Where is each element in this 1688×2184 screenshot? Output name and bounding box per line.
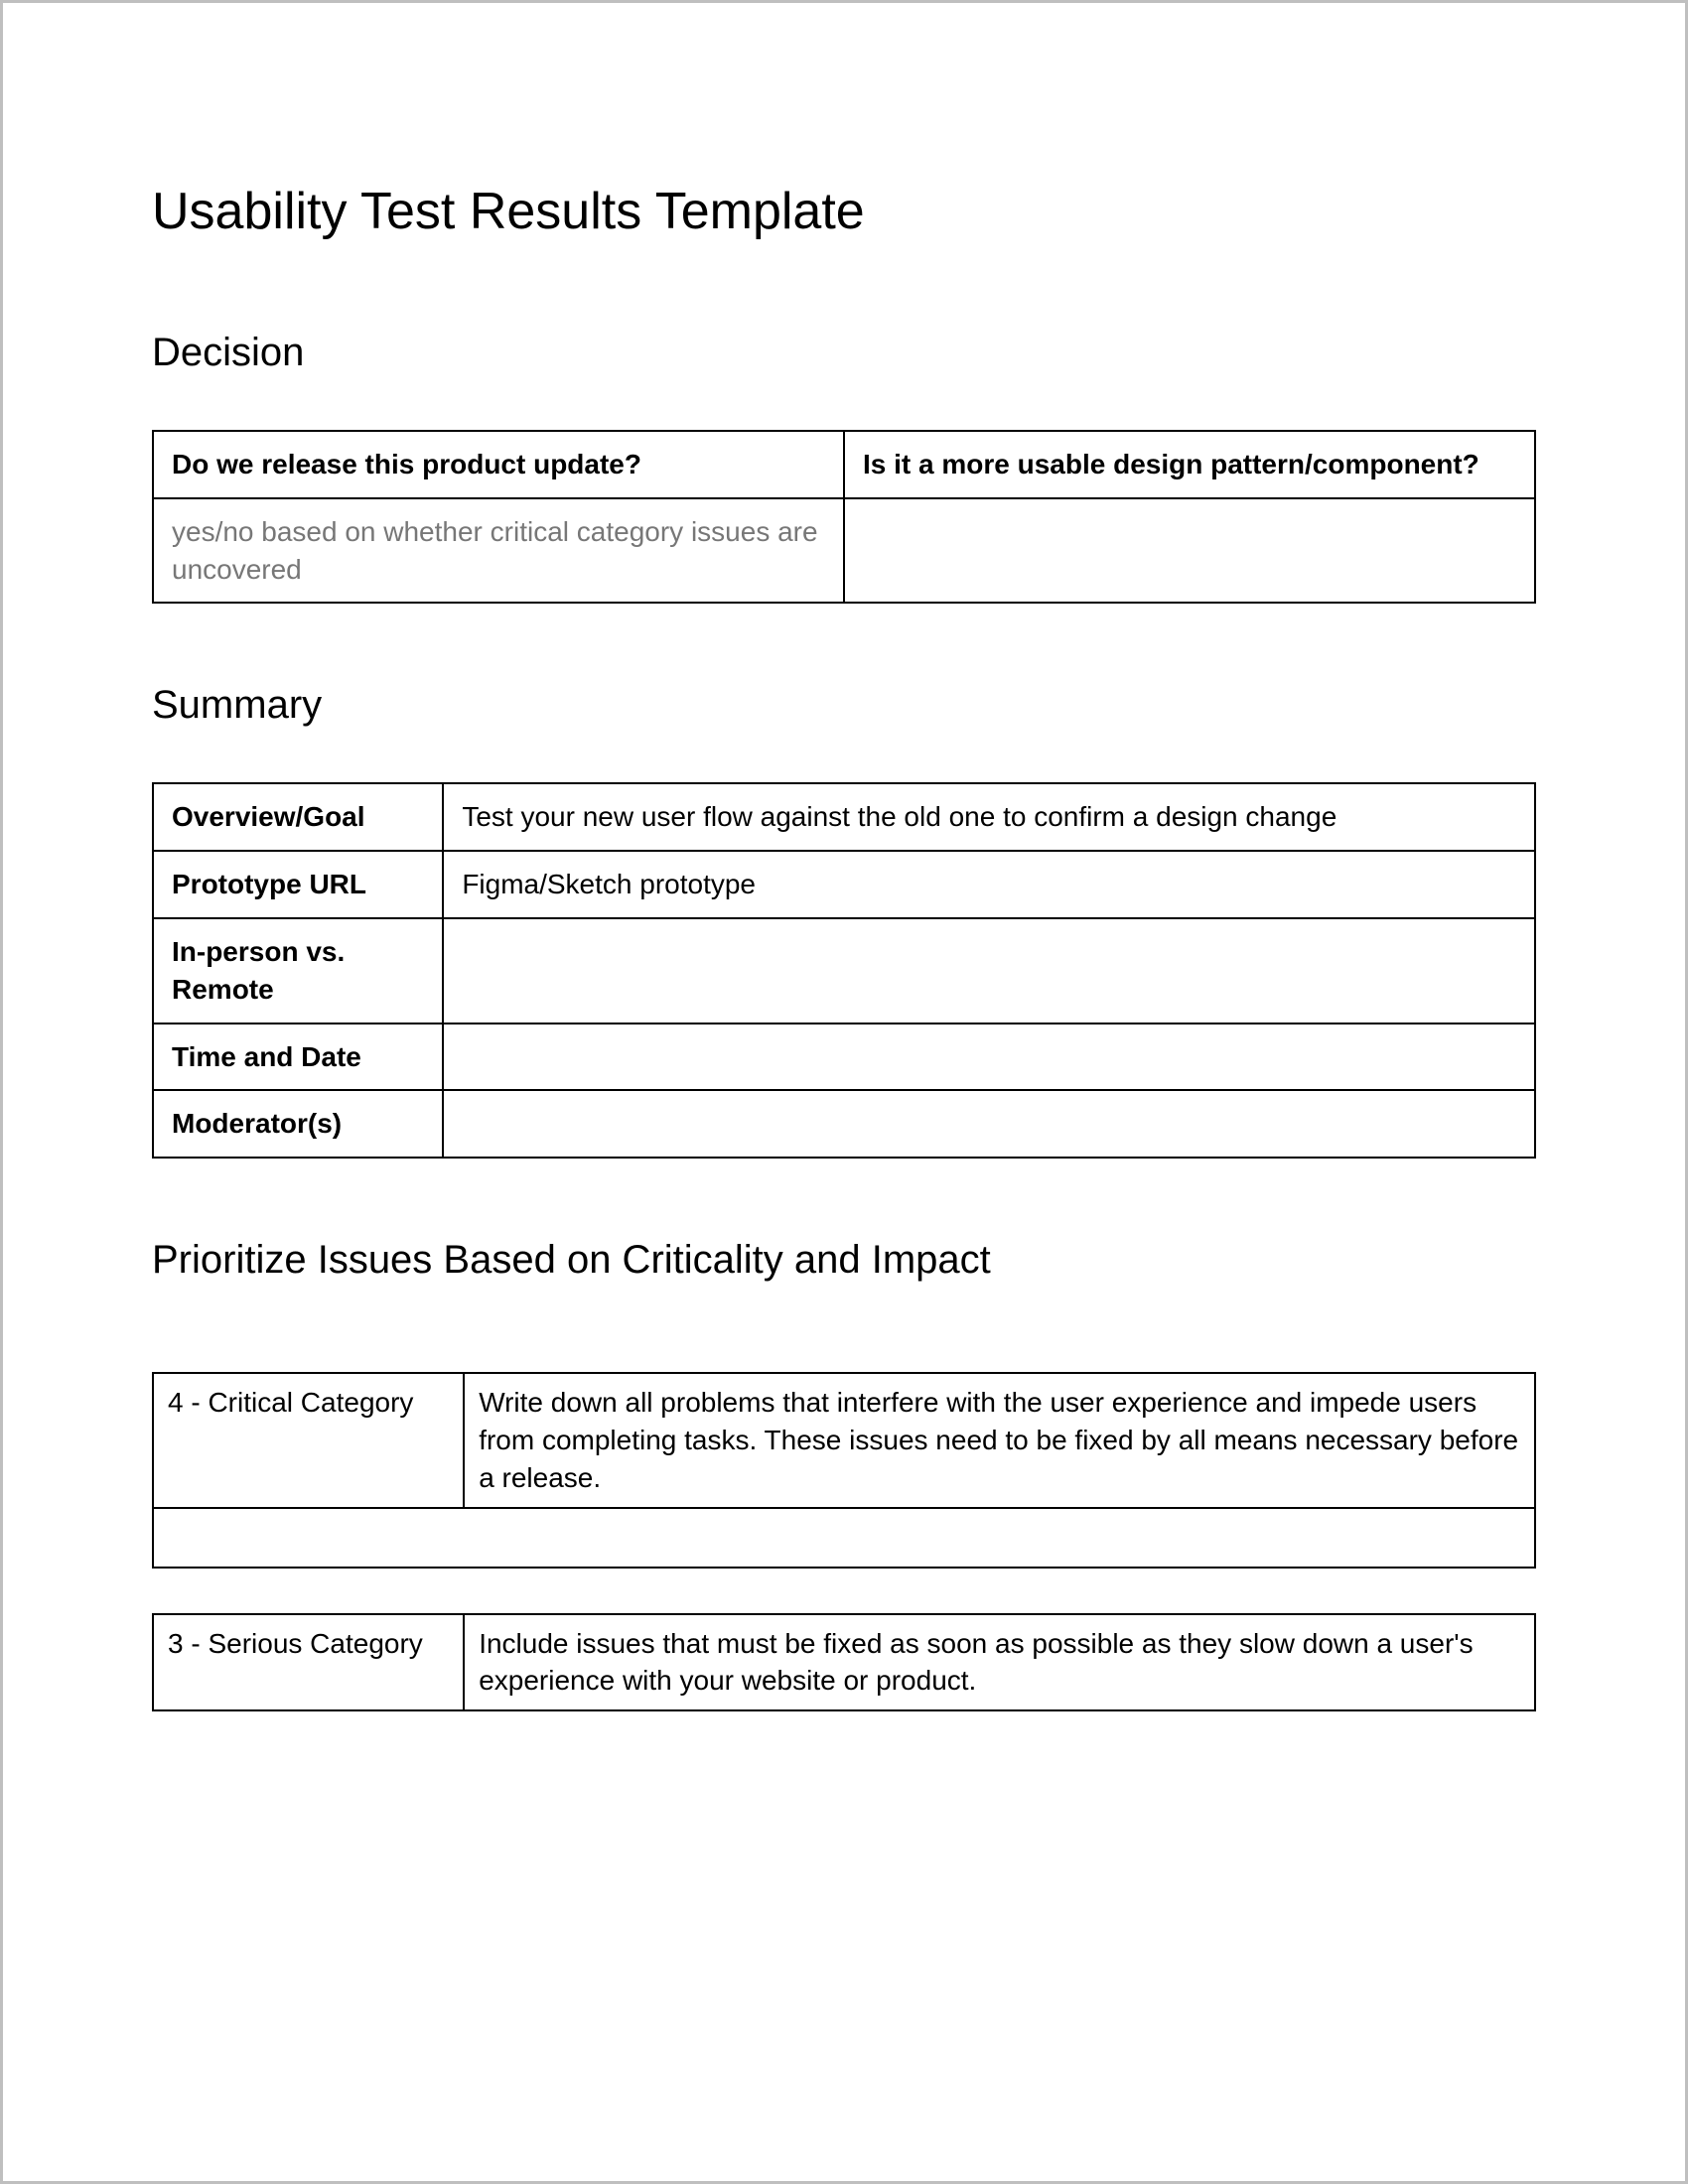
- summary-label: Overview/Goal: [153, 783, 443, 851]
- decision-cell-2: [844, 498, 1535, 604]
- summary-label: Prototype URL: [153, 851, 443, 918]
- serious-issues-table: 3 - Serious Category Include issues that…: [152, 1613, 1536, 1712]
- table-row: Moderator(s): [153, 1090, 1535, 1158]
- table-row: Prototype URL Figma/Sketch prototype: [153, 851, 1535, 918]
- summary-value: [443, 918, 1535, 1024]
- prioritize-heading: Prioritize Issues Based on Criticality a…: [152, 1238, 1536, 1283]
- decision-cell-1: yes/no based on whether critical categor…: [153, 498, 844, 604]
- empty-cell: [153, 1508, 1535, 1568]
- page-title: Usability Test Results Template: [152, 182, 1536, 241]
- summary-value: [443, 1024, 1535, 1091]
- table-row: 4 - Critical Category Write down all pro…: [153, 1373, 1535, 1507]
- table-row: In-person vs. Remote: [153, 918, 1535, 1024]
- summary-heading: Summary: [152, 683, 1536, 728]
- critical-label: 4 - Critical Category: [153, 1373, 464, 1507]
- summary-label: Time and Date: [153, 1024, 443, 1091]
- summary-table: Overview/Goal Test your new user flow ag…: [152, 782, 1536, 1159]
- summary-label: Moderator(s): [153, 1090, 443, 1158]
- critical-description: Write down all problems that interfere w…: [464, 1373, 1535, 1507]
- summary-value: [443, 1090, 1535, 1158]
- summary-label: In-person vs. Remote: [153, 918, 443, 1024]
- summary-value: Test your new user flow against the old …: [443, 783, 1535, 851]
- critical-issues-table: 4 - Critical Category Write down all pro…: [152, 1372, 1536, 1568]
- decision-heading: Decision: [152, 331, 1536, 375]
- serious-label: 3 - Serious Category: [153, 1614, 464, 1711]
- serious-description: Include issues that must be fixed as soo…: [464, 1614, 1535, 1711]
- table-row: [153, 1508, 1535, 1568]
- decision-header-1: Do we release this product update?: [153, 431, 844, 498]
- decision-header-2: Is it a more usable design pattern/compo…: [844, 431, 1535, 498]
- table-row: Overview/Goal Test your new user flow ag…: [153, 783, 1535, 851]
- table-row: 3 - Serious Category Include issues that…: [153, 1614, 1535, 1711]
- table-row: Time and Date: [153, 1024, 1535, 1091]
- summary-value: Figma/Sketch prototype: [443, 851, 1535, 918]
- decision-table: Do we release this product update? Is it…: [152, 430, 1536, 604]
